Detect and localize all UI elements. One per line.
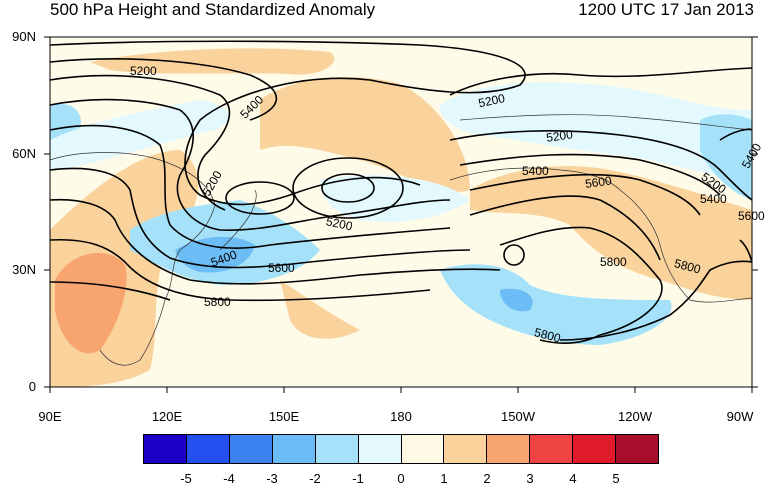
colorbar-swatch xyxy=(315,435,359,463)
lon-label-150w: 150W xyxy=(501,409,535,424)
height-contour xyxy=(459,153,721,196)
anomaly-positive-area xyxy=(280,280,360,339)
anomaly-positive-area xyxy=(470,166,752,300)
colorbar-tick-label: 1 xyxy=(440,471,448,486)
contour-label: 5400 xyxy=(700,192,727,206)
lon-label-90e: 90E xyxy=(38,409,62,424)
anomaly-negative-area xyxy=(440,264,672,345)
colorbar-swatch xyxy=(229,435,273,463)
anomaly-positive-area xyxy=(90,48,335,75)
colorbar-tick-label: 4 xyxy=(569,471,577,486)
lon-label-180: 180 xyxy=(390,409,412,424)
height-contour xyxy=(49,74,231,211)
colorbar-tick-label: 0 xyxy=(397,471,405,486)
height-contour xyxy=(739,239,753,263)
axis-ticks xyxy=(44,36,758,393)
anomaly-negative-area xyxy=(440,82,752,180)
colorbar-swatch xyxy=(573,435,617,463)
contour-label: 5200 xyxy=(130,64,157,78)
height-contour xyxy=(49,198,501,285)
height-contour xyxy=(49,40,526,206)
colorbar-tick-label: 2 xyxy=(483,471,491,486)
colorbar-tick-label: -5 xyxy=(180,471,192,486)
valid-time: 1200 UTC 17 Jan 2013 xyxy=(578,0,754,19)
colorbar-swatch xyxy=(487,435,531,463)
anomaly-positive-area-strong xyxy=(55,253,127,354)
contour-label: 5200 xyxy=(325,214,354,233)
lon-label-120w: 120W xyxy=(618,409,652,424)
anomaly-negative-area xyxy=(700,114,752,200)
height-contour xyxy=(49,58,278,121)
lat-label-90n: 90N xyxy=(12,29,36,44)
height-contour-closed-low xyxy=(225,181,295,215)
height-contour xyxy=(49,124,451,249)
lat-label-equator: 0 xyxy=(28,379,36,394)
coastline-asia xyxy=(49,152,216,366)
coastline-alaska xyxy=(449,167,621,191)
height-contour xyxy=(49,281,171,301)
colorbar-tick-label: -4 xyxy=(223,471,235,486)
contour-label: 5800 xyxy=(204,295,231,309)
lon-label-150e: 150E xyxy=(268,409,300,424)
colorbar-tick-label: 3 xyxy=(526,471,534,486)
height-contour xyxy=(49,167,471,269)
colorbar-swatch xyxy=(616,435,659,463)
lat-label-30n: 30N xyxy=(12,262,36,277)
height-contours xyxy=(49,40,753,345)
anomaly-negative-area-strong xyxy=(500,288,533,312)
contour-label: 5800 xyxy=(673,256,703,277)
anomaly-positive-area xyxy=(260,77,470,193)
coastline-japan xyxy=(219,189,257,251)
colorbar-swatch xyxy=(144,435,187,463)
height-contour xyxy=(49,98,451,232)
lat-label-60n: 60N xyxy=(12,146,36,161)
coastlines xyxy=(49,114,753,366)
contour-label: 5200 xyxy=(477,91,506,110)
colorbar-tick-label: -1 xyxy=(352,471,364,486)
height-contour xyxy=(559,260,753,341)
colorbar-swatch xyxy=(401,435,445,463)
lon-label-90w: 90W xyxy=(726,409,754,424)
colorbar-tick-label: -3 xyxy=(266,471,278,486)
contour-label: 5400 xyxy=(522,164,549,178)
colorbar-swatch xyxy=(444,435,488,463)
height-contour xyxy=(469,173,701,216)
contour-label: 5600 xyxy=(268,261,295,275)
coastline-north-america xyxy=(619,189,753,303)
anomaly-shading xyxy=(50,48,752,387)
colorbar-swatch xyxy=(358,435,402,463)
height-contour-closed-low xyxy=(321,173,375,203)
colorbar-swatch xyxy=(186,435,230,463)
colorbar xyxy=(143,434,659,464)
colorbar-swatch xyxy=(530,435,574,463)
contour-label: 5800 xyxy=(533,325,563,346)
height-contour xyxy=(719,128,753,141)
height-contour xyxy=(469,195,661,261)
colorbar-tick-label: -2 xyxy=(309,471,321,486)
lon-label-120e: 120E xyxy=(151,409,183,424)
map-title: 500 hPa Height and Standardized Anomaly xyxy=(50,0,376,19)
height-contour-closed-low xyxy=(503,244,525,266)
colorbar-tick-label: 5 xyxy=(612,471,620,486)
anomaly-negative-area xyxy=(320,175,470,222)
height-contour-closed-low xyxy=(292,157,404,219)
contour-label: 5800 xyxy=(600,255,627,269)
colorbar-swatch xyxy=(272,435,316,463)
height-contour xyxy=(449,130,753,201)
height-contour xyxy=(49,238,431,302)
contour-label: 5600 xyxy=(584,173,613,191)
height-contour xyxy=(449,67,753,96)
contour-label: 5200 xyxy=(545,127,574,145)
coastline-arctic xyxy=(459,114,753,131)
